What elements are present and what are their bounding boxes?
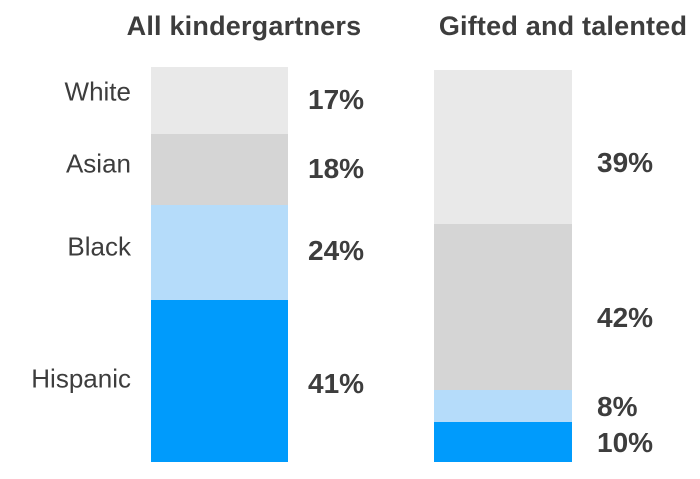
- value-label-asian-all: 18%: [308, 153, 365, 184]
- value-label-hispanic-gifted: 10%: [597, 427, 654, 458]
- segment-white-gifted: [434, 70, 572, 224]
- segment-black-all-kindergartners: [151, 205, 288, 300]
- segment-black-gifted: [434, 390, 572, 422]
- stacked-bar-gifted-and-talented: [434, 70, 572, 462]
- value-label-hispanic-all: 41%: [308, 368, 365, 399]
- category-label-asian: Asian: [65, 148, 131, 179]
- value-label-white-gifted: 39%: [597, 147, 654, 178]
- column-title-all-kindergartners: All kindergartners: [126, 11, 362, 41]
- category-label-black: Black: [67, 231, 131, 262]
- category-label-white: White: [64, 76, 131, 107]
- column-title-gifted-and-talented: Gifted and talented: [438, 11, 688, 41]
- segment-white-all-kindergartners: [151, 67, 288, 134]
- category-label-hispanic: Hispanic: [31, 363, 131, 394]
- segment-hispanic-all-kindergartners: [151, 300, 288, 462]
- segment-asian-gifted: [434, 224, 572, 390]
- value-label-black-all: 24%: [308, 235, 365, 266]
- value-label-white-all: 17%: [308, 84, 365, 115]
- segment-hispanic-gifted: [434, 422, 572, 462]
- value-label-black-gifted: 8%: [597, 391, 638, 422]
- segment-asian-all-kindergartners: [151, 134, 288, 205]
- stacked-bar-all-kindergartners: [151, 67, 288, 462]
- value-label-asian-gifted: 42%: [597, 302, 654, 333]
